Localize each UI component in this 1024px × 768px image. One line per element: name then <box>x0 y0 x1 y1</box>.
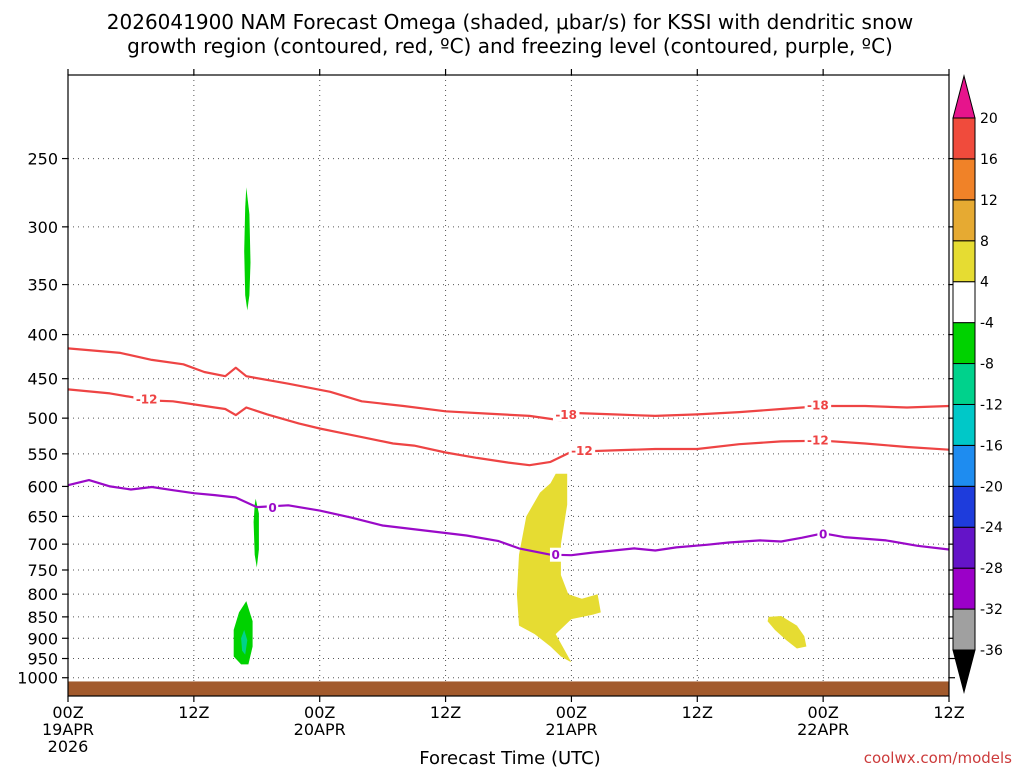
colorbar-swatch <box>952 240 976 283</box>
contour-label: 0 <box>268 501 276 515</box>
contour-label: 0 <box>552 548 560 562</box>
colorbar-label: -8 <box>980 357 994 373</box>
colorbar-swatch <box>952 117 976 160</box>
omega-area <box>241 629 248 655</box>
y-tick-label: 550 <box>27 445 58 464</box>
credit-text: coolwx.com/models <box>864 749 1012 767</box>
colorbar-swatch <box>952 281 976 324</box>
colorbar-swatch <box>952 567 976 610</box>
contour-label-bg <box>817 526 829 541</box>
colorbar-label: -16 <box>980 438 1003 454</box>
y-tick-label: 950 <box>27 650 58 669</box>
colorbar-label: -28 <box>980 561 1003 577</box>
colorbar-swatch <box>952 526 976 569</box>
x-tick-label: 00Z <box>304 703 335 722</box>
contour-label-bg <box>804 432 832 447</box>
contour-lines <box>67 347 950 557</box>
x-tick-label: 19APR <box>42 720 94 739</box>
contour-label-bg <box>552 407 580 422</box>
contour-line <box>67 479 950 557</box>
colorbar-label: 4 <box>980 275 989 291</box>
contour-line <box>67 347 950 422</box>
contour-label-bg <box>549 547 562 562</box>
y-tick-label: 800 <box>27 585 58 604</box>
colorbar: -36 -32 -28 -24 -20 -16 -12 -8 -4 4 8 12 16 20 <box>952 74 1003 694</box>
chart-title-line-2: growth region (contoured, red, ºC) and f… <box>127 34 893 58</box>
x-tick-label: 12Z <box>682 703 713 722</box>
contour-labels: -12 -18 -12 -18 -12 0 0 0 <box>133 391 832 562</box>
y-tick-label: 500 <box>27 409 58 428</box>
colorbar-label: 12 <box>980 193 998 209</box>
colorbar-label: -32 <box>980 602 1003 618</box>
colorbar-swatch <box>952 199 976 242</box>
colorbar-swatch <box>952 403 976 446</box>
colorbar-swatch <box>952 444 976 487</box>
y-tick-label: 1000 <box>17 669 58 688</box>
contour-label-bg <box>266 500 279 515</box>
x-tick-label: 12Z <box>933 703 964 722</box>
x-tick-label: 21APR <box>545 720 597 739</box>
plot-frame <box>67 74 950 697</box>
x-axis-label: Forecast Time (UTC) <box>419 748 600 768</box>
contour-label: -18 <box>555 408 577 422</box>
colorbar-label: -20 <box>980 479 1003 495</box>
y-tick-label: 350 <box>27 276 58 295</box>
contour-label-bg <box>133 391 160 406</box>
contour-label-bg <box>804 398 832 413</box>
contour-label: -18 <box>807 399 829 413</box>
x-tick-label: 12Z <box>178 703 209 722</box>
contour-label: 0 <box>819 527 827 541</box>
colorbar-label: -12 <box>980 397 1003 413</box>
y-axis-pressure: 250 300 350 400 450 500 550 600 650 700 750 800 850 9… <box>17 150 955 688</box>
y-tick-label: 650 <box>27 507 58 526</box>
terrain-band <box>68 681 949 696</box>
colorbar-label: 16 <box>980 152 998 168</box>
contour-label-bg <box>568 443 596 458</box>
contour-label: -12 <box>571 444 593 458</box>
colorbar-swatch <box>952 363 976 405</box>
contour-label: -12 <box>136 392 158 406</box>
y-tick-label: 450 <box>27 370 58 389</box>
y-tick-label: 900 <box>27 629 58 648</box>
omega-shading <box>233 187 807 665</box>
x-tick-label: 20APR <box>294 720 346 739</box>
y-tick-label: 250 <box>27 150 58 169</box>
y-tick-label: 600 <box>27 477 58 496</box>
omega-area <box>516 473 601 663</box>
colorbar-swatch <box>952 74 976 119</box>
contour-label: -12 <box>807 433 829 447</box>
y-tick-label: 700 <box>27 535 58 554</box>
x-tick-label: 12Z <box>430 703 461 722</box>
colorbar-swatch <box>952 485 976 528</box>
omega-area <box>767 616 807 649</box>
colorbar-label: -24 <box>980 520 1003 536</box>
colorbar-label: -4 <box>980 316 994 332</box>
x-tick-label: 22APR <box>797 720 849 739</box>
y-tick-label: 750 <box>27 561 58 580</box>
colorbar-label: -36 <box>980 643 1003 659</box>
y-tick-label: 850 <box>27 608 58 627</box>
colorbar-swatch <box>952 649 976 694</box>
omega-area <box>244 187 251 311</box>
x-tick-label: 00Z <box>556 703 587 722</box>
omega-area <box>253 498 259 568</box>
x-tick-label: 2026 <box>48 737 89 756</box>
chart-title-line-1: 2026041900 NAM Forecast Omega (shaded, μ… <box>107 10 913 34</box>
contour-line <box>67 388 950 467</box>
colorbar-swatch <box>952 322 976 365</box>
colorbar-swatch <box>952 608 976 651</box>
x-tick-label: 00Z <box>807 703 838 722</box>
y-tick-label: 300 <box>27 218 58 237</box>
colorbar-label: 8 <box>980 234 989 250</box>
gridlines <box>67 75 950 696</box>
colorbar-swatch <box>952 158 976 201</box>
x-tick-label: 00Z <box>52 703 83 722</box>
y-tick-label: 400 <box>27 326 58 345</box>
colorbar-label: 20 <box>980 111 998 127</box>
